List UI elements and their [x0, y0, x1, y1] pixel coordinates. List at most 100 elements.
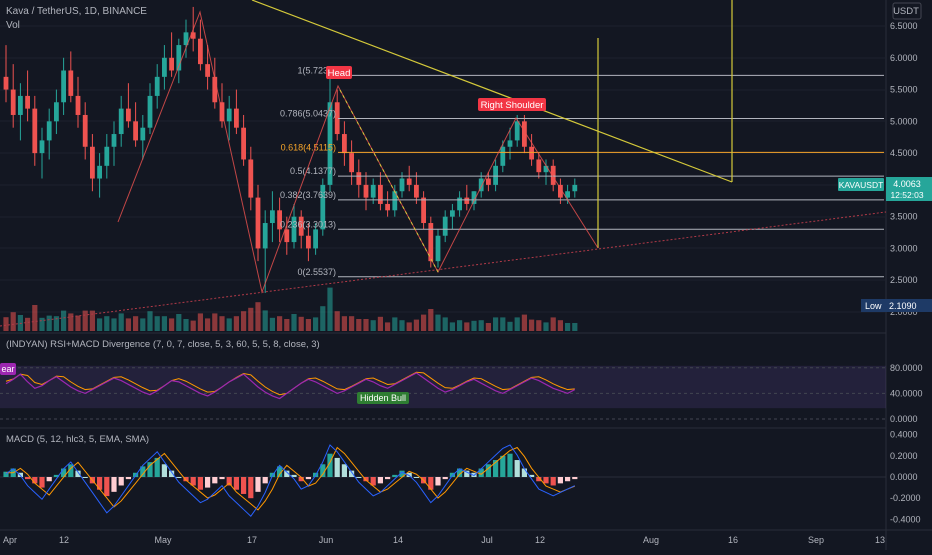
- candle-body[interactable]: [349, 153, 354, 173]
- candle-body[interactable]: [169, 57, 174, 71]
- candle-body[interactable]: [529, 146, 534, 160]
- candle-body[interactable]: [97, 165, 102, 179]
- candle-body[interactable]: [68, 70, 74, 96]
- candle-body[interactable]: [385, 203, 390, 211]
- candle-body[interactable]: [378, 184, 383, 204]
- candle-body[interactable]: [90, 146, 95, 179]
- candle-body[interactable]: [10, 89, 16, 115]
- candle-body[interactable]: [234, 108, 239, 128]
- candle-body[interactable]: [176, 45, 182, 71]
- candle-body[interactable]: [298, 216, 304, 236]
- candle-body[interactable]: [133, 121, 138, 141]
- bear-label[interactable]: ear: [0, 363, 16, 375]
- candle-body[interactable]: [558, 184, 563, 198]
- candle-body[interactable]: [428, 223, 434, 262]
- candle-body[interactable]: [457, 197, 462, 211]
- candle-body[interactable]: [46, 121, 52, 141]
- low-tag[interactable]: Low 2.1090: [861, 299, 932, 312]
- candle-body[interactable]: [284, 229, 290, 243]
- candle-body[interactable]: [550, 165, 556, 185]
- candle-body[interactable]: [212, 76, 218, 103]
- candle-body[interactable]: [18, 95, 23, 115]
- candle-body[interactable]: [198, 38, 203, 65]
- candle-body[interactable]: [478, 178, 484, 192]
- candle-body[interactable]: [450, 210, 455, 217]
- candle-body[interactable]: [3, 76, 9, 90]
- candle-body[interactable]: [363, 184, 369, 198]
- candle-body[interactable]: [75, 95, 81, 115]
- candle-body[interactable]: [104, 146, 110, 166]
- right-shoulder-label[interactable]: Right Shoulder: [478, 98, 546, 111]
- candle-body[interactable]: [320, 184, 326, 230]
- macd-signal-line[interactable]: [6, 446, 575, 511]
- currency-box[interactable]: [892, 2, 922, 20]
- candle-body[interactable]: [327, 102, 333, 185]
- candle-body[interactable]: [255, 197, 261, 249]
- ascending-trendline[interactable]: [0, 211, 887, 327]
- zigzag-line[interactable]: [117, 10, 599, 294]
- hidden-bull-label[interactable]: Hidden Bull: [357, 392, 409, 404]
- candle-body[interactable]: [507, 140, 513, 147]
- macd-line[interactable]: [5, 444, 576, 517]
- candle-body[interactable]: [500, 146, 506, 166]
- candle-body[interactable]: [291, 216, 297, 243]
- candle-body[interactable]: [126, 108, 131, 122]
- candle-body[interactable]: [493, 165, 498, 185]
- candle-body[interactable]: [82, 114, 88, 147]
- candle-body[interactable]: [205, 64, 210, 77]
- head-label[interactable]: Head: [326, 66, 352, 79]
- candle-body[interactable]: [306, 235, 311, 249]
- candle-body[interactable]: [183, 32, 189, 46]
- macd-panel[interactable]: 0.4000 0.2000 0.0000 -0.2000 -0.4000: [0, 430, 921, 525]
- candle-body[interactable]: [536, 159, 542, 173]
- candles[interactable]: [3, 6, 578, 293]
- descending-trendline[interactable]: [251, 0, 733, 183]
- candle-body[interactable]: [543, 165, 549, 173]
- candle-body[interactable]: [392, 191, 398, 211]
- candle-body[interactable]: [435, 235, 441, 262]
- candle-body[interactable]: [277, 210, 282, 230]
- candle-body[interactable]: [421, 197, 426, 224]
- candle-body[interactable]: [370, 184, 376, 198]
- candle-body[interactable]: [486, 178, 491, 185]
- candle-body[interactable]: [334, 102, 340, 135]
- candle-body[interactable]: [313, 229, 318, 249]
- candle-body[interactable]: [39, 140, 45, 154]
- candle-body[interactable]: [111, 134, 117, 147]
- candle-body[interactable]: [442, 216, 448, 236]
- candle-body[interactable]: [32, 108, 38, 154]
- candle-body[interactable]: [356, 172, 362, 185]
- candle-body[interactable]: [270, 210, 275, 224]
- candle-body[interactable]: [565, 191, 570, 198]
- candle-body[interactable]: [414, 184, 419, 198]
- candle-body[interactable]: [190, 32, 196, 39]
- candle-body[interactable]: [241, 127, 246, 160]
- candle-body[interactable]: [61, 70, 66, 103]
- dashed-leg[interactable]: [339, 89, 439, 273]
- rsi-line[interactable]: [5, 372, 576, 400]
- candle-body[interactable]: [162, 57, 167, 77]
- candle-body[interactable]: [399, 178, 405, 192]
- candle-body[interactable]: [471, 191, 477, 204]
- candle-body[interactable]: [154, 76, 160, 96]
- candle-body[interactable]: [514, 121, 520, 141]
- candle-body[interactable]: [342, 134, 347, 154]
- candle-body[interactable]: [522, 121, 527, 147]
- drawings[interactable]: [0, 0, 887, 327]
- fib-retracement[interactable]: 1(5.7236) 0.786(5.0437) 0.618(4.5115) 0.5(4…: [280, 65, 884, 278]
- candle-body[interactable]: [226, 108, 232, 122]
- candle-body[interactable]: [572, 184, 578, 192]
- candle-body[interactable]: [118, 108, 124, 135]
- candle-body[interactable]: [464, 197, 470, 204]
- candle-body[interactable]: [54, 102, 59, 122]
- price-axis[interactable]: 6.50006.00005.50005.00004.50004.00003.50…: [890, 21, 918, 317]
- candle-body[interactable]: [248, 159, 254, 198]
- time-axis[interactable]: Apr 12 May 17 Jun 14 Jul 12 Aug 16 Sep 13: [3, 535, 885, 545]
- last-price-tag[interactable]: KAVAUSDT 4.0063 12:52:03: [838, 177, 932, 201]
- candle-body[interactable]: [262, 223, 268, 249]
- candle-body[interactable]: [147, 95, 153, 128]
- rsi-panel[interactable]: 80.0000 40.0000 0.0000: [0, 363, 923, 424]
- candle-body[interactable]: [25, 95, 30, 109]
